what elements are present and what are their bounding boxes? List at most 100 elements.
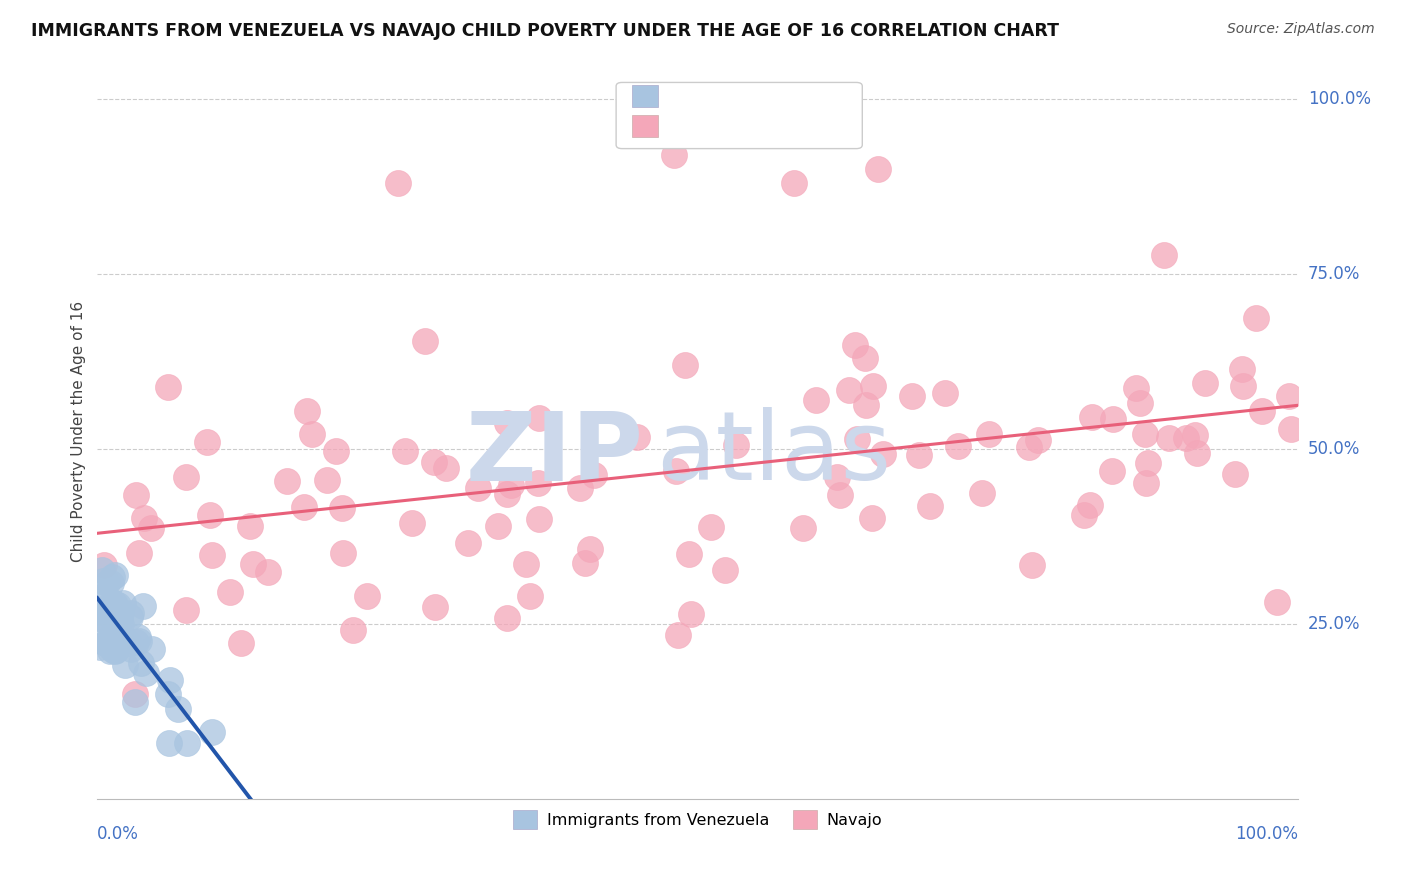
Point — [1018, 440, 1040, 454]
Bar — [631, 115, 658, 136]
Point — [825, 470, 848, 484]
Point — [423, 455, 446, 469]
Point — [219, 584, 242, 599]
Text: R =: R = — [671, 119, 704, 134]
Point — [174, 603, 197, 617]
Y-axis label: Child Poverty Under the Age of 16: Child Poverty Under the Age of 16 — [72, 301, 86, 562]
Point — [387, 176, 409, 190]
Text: N=: N= — [776, 89, 807, 104]
Point — [100, 570, 122, 584]
Point — [332, 546, 354, 560]
Point — [665, 464, 688, 478]
Point — [141, 642, 163, 657]
Point — [860, 511, 883, 525]
Point — [579, 541, 602, 556]
FancyBboxPatch shape — [616, 82, 862, 149]
Point — [830, 488, 852, 502]
Point — [107, 602, 129, 616]
Point — [166, 701, 188, 715]
Point — [1129, 396, 1152, 410]
Point — [93, 613, 115, 627]
Point — [111, 596, 134, 610]
Text: 55: 55 — [808, 89, 831, 104]
Point — [673, 358, 696, 372]
Point — [157, 736, 180, 750]
Text: atlas: atlas — [655, 408, 891, 500]
Point — [413, 334, 436, 348]
Point — [792, 520, 814, 534]
Point — [1135, 476, 1157, 491]
Point — [1159, 431, 1181, 445]
Point — [662, 148, 685, 162]
Point — [114, 657, 136, 672]
Point — [342, 624, 364, 638]
Point — [946, 439, 969, 453]
Text: N=: N= — [776, 119, 807, 134]
Point — [783, 176, 806, 190]
Point — [118, 610, 141, 624]
Point — [201, 725, 224, 739]
Point — [1223, 467, 1246, 482]
Point — [1194, 376, 1216, 390]
Point — [315, 473, 337, 487]
Point — [394, 444, 416, 458]
Point — [1185, 445, 1208, 459]
Point — [128, 633, 150, 648]
Point — [159, 673, 181, 687]
Point — [724, 438, 747, 452]
Point — [467, 481, 489, 495]
Point — [934, 385, 956, 400]
Point — [1232, 379, 1254, 393]
Point — [515, 557, 537, 571]
Point — [174, 469, 197, 483]
Point — [129, 656, 152, 670]
Text: 100.0%: 100.0% — [1308, 90, 1371, 108]
Point — [434, 460, 457, 475]
Point — [105, 619, 128, 633]
Point — [90, 563, 112, 577]
Point — [1078, 498, 1101, 512]
Point — [89, 611, 111, 625]
Point — [157, 380, 180, 394]
Point — [918, 500, 941, 514]
Point — [93, 558, 115, 572]
Point — [103, 642, 125, 657]
Point — [526, 475, 548, 490]
Point — [93, 635, 115, 649]
Point — [866, 162, 889, 177]
Point — [853, 351, 876, 365]
Point — [699, 520, 721, 534]
Text: 75.0%: 75.0% — [1308, 265, 1360, 283]
Point — [121, 641, 143, 656]
Point — [1175, 431, 1198, 445]
Point — [1081, 409, 1104, 424]
Point — [100, 629, 122, 643]
Point — [242, 558, 264, 572]
Point — [1153, 248, 1175, 262]
Point — [89, 593, 111, 607]
Point — [527, 411, 550, 425]
Point — [325, 444, 347, 458]
Text: 25.0%: 25.0% — [1308, 615, 1360, 633]
Text: IMMIGRANTS FROM VENEZUELA VS NAVAJO CHILD POVERTY UNDER THE AGE OF 16 CORRELATIO: IMMIGRANTS FROM VENEZUELA VS NAVAJO CHIL… — [31, 22, 1059, 40]
Point — [1184, 427, 1206, 442]
Point — [872, 447, 894, 461]
Point — [97, 603, 120, 617]
Point — [124, 687, 146, 701]
Point — [100, 644, 122, 658]
Point — [103, 597, 125, 611]
Point — [1102, 412, 1125, 426]
Point — [496, 487, 519, 501]
Point — [1125, 381, 1147, 395]
Point — [89, 640, 111, 654]
Point — [295, 404, 318, 418]
Point — [135, 666, 157, 681]
Point — [401, 516, 423, 530]
Point — [103, 611, 125, 625]
Point — [846, 432, 869, 446]
Point — [970, 486, 993, 500]
Point — [117, 636, 139, 650]
Point — [1101, 464, 1123, 478]
Point — [94, 588, 117, 602]
Point — [124, 488, 146, 502]
